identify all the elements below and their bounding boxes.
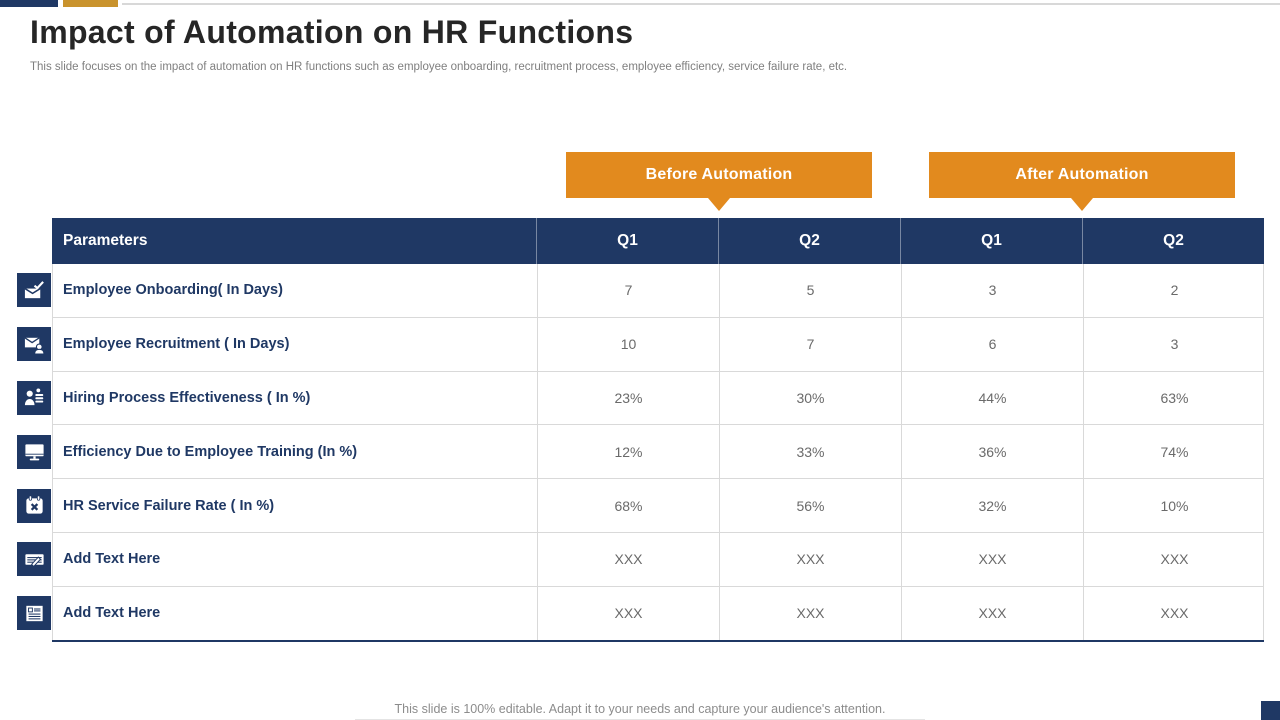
header-after-q2: Q2 [1163, 232, 1184, 249]
footer-note: This slide is 100% editable. Adapt it to… [0, 700, 1280, 720]
hiring-person-coins-icon [17, 380, 51, 415]
cell-value: XXX [902, 586, 1084, 640]
table-body: Employee Onboarding( In Days) 7 5 3 2 Employe… [17, 264, 1264, 642]
top-divider-line [122, 3, 1280, 5]
cell-value: XXX [1160, 605, 1189, 622]
footer-note-text: This slide is 100% editable. Adapt it to… [354, 702, 926, 720]
page-title: Impact of Automation on HR Functions [30, 14, 634, 50]
cell-value: 7 [720, 317, 902, 371]
row-label: Efficiency Due to Employee Training (In … [53, 425, 538, 479]
callout-pointer-down-icon [1071, 198, 1093, 211]
table-row: Hiring Process Effectiveness ( In %) 23% 3… [17, 371, 1264, 426]
header-after-q1: Q1 [901, 218, 1083, 264]
cell-value: 3 [1170, 336, 1179, 353]
cell-value: 33% [720, 425, 902, 479]
callout-pointer-down-icon [708, 198, 730, 211]
row-label: Add Text Here [53, 532, 538, 586]
cell-value: 7 [538, 264, 720, 317]
cell-value: 68% [538, 479, 720, 532]
top-accent-gold-bar [63, 0, 118, 7]
row-label: Employee Recruitment ( In Days) [53, 317, 538, 371]
cell-value: 56% [720, 479, 902, 532]
top-accent-navy-bar [0, 0, 58, 7]
table-row: Employee Recruitment ( In Days) 10 7 6 3 [17, 317, 1264, 372]
header-parameters: Parameters [52, 218, 537, 264]
table-row: Add Text Here XXX XXX XXX XXX [17, 532, 1264, 587]
cell-value: 44% [902, 371, 1084, 425]
row-label: Employee Onboarding( In Days) [53, 264, 538, 317]
cell-value: 10 [538, 317, 720, 371]
cell-value: 30% [720, 371, 902, 425]
row-label: Hiring Process Effectiveness ( In %) [53, 371, 538, 425]
cell-value: XXX [720, 586, 902, 640]
table-header-row: Parameters Q1 Q2 Q1 Q2 [52, 218, 1264, 264]
row-label: HR Service Failure Rate ( In %) [53, 479, 538, 532]
after-automation-label: After Automation [1015, 166, 1149, 183]
cell-value: 2 [1170, 282, 1179, 299]
cell-value: 3 [902, 264, 1084, 317]
cell-value: 63% [1160, 389, 1189, 406]
table-row: Employee Onboarding( In Days) 7 5 3 2 [17, 264, 1264, 318]
before-automation-callout: Before Automation [566, 152, 872, 211]
header-before-q2: Q2 [719, 218, 901, 264]
table-row: Efficiency Due to Employee Training (In … [17, 425, 1264, 480]
table-row: Add Text Here XXX XXX XXX XXX [17, 586, 1264, 640]
cell-value: 5 [720, 264, 902, 317]
training-monitor-icon [17, 434, 51, 469]
row-label: Add Text Here [53, 586, 538, 640]
cell-value: 32% [902, 479, 1084, 532]
before-automation-label: Before Automation [645, 166, 793, 183]
header-before-q1: Q1 [537, 218, 719, 264]
cell-value: 23% [538, 371, 720, 425]
cell-value: 6 [902, 317, 1084, 371]
table-row: HR Service Failure Rate ( In %) 68% 56% 32%… [17, 479, 1264, 533]
onboarding-envelope-check-icon [17, 273, 51, 308]
cell-value: XXX [902, 532, 1084, 586]
cell-value: 36% [902, 425, 1084, 479]
hr-metrics-table: Parameters Q1 Q2 Q1 Q2 Employee Onboardi… [17, 218, 1264, 642]
after-automation-callout: After Automation [929, 152, 1235, 211]
recruitment-envelope-person-icon [17, 327, 51, 362]
signature-pen-icon [17, 542, 51, 577]
slide-subtitle: This slide focuses on the impact of auto… [30, 61, 848, 73]
bottom-right-corner-square [1261, 701, 1280, 720]
cell-value: XXX [538, 586, 720, 640]
cell-value: XXX [538, 532, 720, 586]
cell-value: 10% [1160, 497, 1189, 514]
document-lines-icon [17, 596, 51, 631]
cell-value: XXX [720, 532, 902, 586]
cell-value: 74% [1160, 443, 1189, 460]
failure-calendar-x-icon [17, 488, 51, 523]
cell-value: 12% [538, 425, 720, 479]
cell-value: XXX [1160, 551, 1189, 568]
